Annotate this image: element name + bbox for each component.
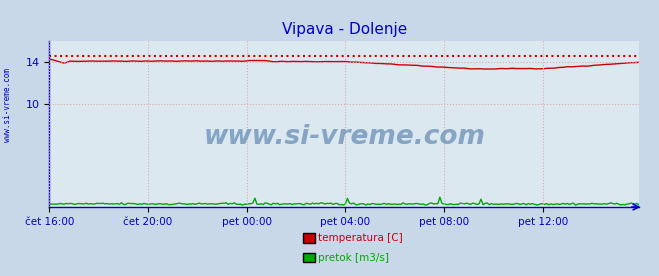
Text: pretok [m3/s]: pretok [m3/s] <box>318 253 389 262</box>
Text: temperatura [C]: temperatura [C] <box>318 233 403 243</box>
Title: Vipava - Dolenje: Vipava - Dolenje <box>281 22 407 38</box>
Text: www.si-vreme.com: www.si-vreme.com <box>3 68 13 142</box>
Text: www.si-vreme.com: www.si-vreme.com <box>204 124 485 150</box>
